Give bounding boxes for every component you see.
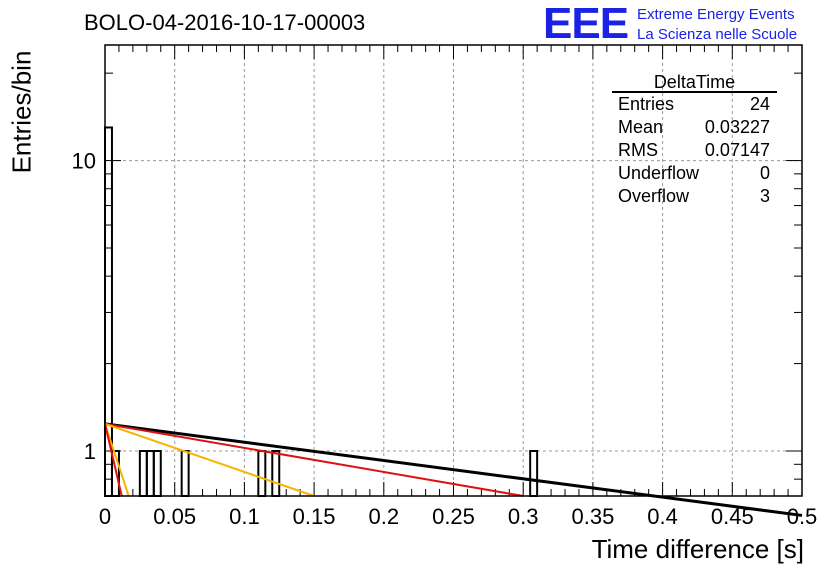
stats-value: 3 (760, 186, 770, 206)
stats-label: Entries (618, 94, 674, 114)
y-tick-label: 1 (84, 439, 96, 464)
x-tick-label: 0.15 (293, 504, 336, 529)
stats-label: Mean (618, 117, 663, 137)
histogram-bar (138, 450, 148, 497)
x-tick-label: 0.3 (508, 504, 539, 529)
stats-title: DeltaTime (654, 72, 735, 92)
histogram-bar (180, 450, 190, 497)
stats-label: RMS (618, 140, 658, 160)
plot-frame (104, 44, 803, 497)
y-tick-label: 10 (72, 149, 96, 174)
x-tick-label: 0.5 (787, 504, 818, 529)
x-tick-label: 0.35 (571, 504, 614, 529)
histogram-bar (257, 450, 267, 497)
x-tick-label: 0.1 (229, 504, 260, 529)
fit-curve (104, 423, 130, 497)
chart-title: BOLO-04-2016-10-17-00003 (84, 10, 366, 35)
logo-line-2: La Scienza nelle Scuole (637, 26, 798, 43)
histogram-bar (145, 450, 155, 497)
histogram-bar (529, 450, 539, 497)
stats-value: 0.03227 (705, 117, 770, 137)
histogram-bar (152, 450, 162, 497)
x-tick-label: 0 (99, 504, 111, 529)
x-tick-label: 0.4 (647, 504, 678, 529)
fit-curve (104, 422, 315, 497)
x-tick-label: 0.05 (153, 504, 196, 529)
fit-curve (104, 422, 524, 497)
x-tick-label: 0.45 (711, 504, 754, 529)
stats-label: Overflow (618, 186, 690, 206)
fit-curve (104, 422, 803, 517)
stats-value: 24 (750, 94, 770, 114)
fit-curve (104, 423, 123, 497)
x-axis-label: Time difference [s] (591, 534, 804, 564)
x-tick-label: 0.25 (432, 504, 475, 529)
stats-value: 0 (760, 163, 770, 183)
x-tick-label: 0.2 (369, 504, 400, 529)
eee-logo: EEE (543, 0, 629, 48)
histogram-bar (271, 450, 281, 497)
stats-label: Underflow (618, 163, 700, 183)
stats-value: 0.07147 (705, 140, 770, 160)
logo-line-1: Extreme Energy Events (637, 6, 795, 23)
